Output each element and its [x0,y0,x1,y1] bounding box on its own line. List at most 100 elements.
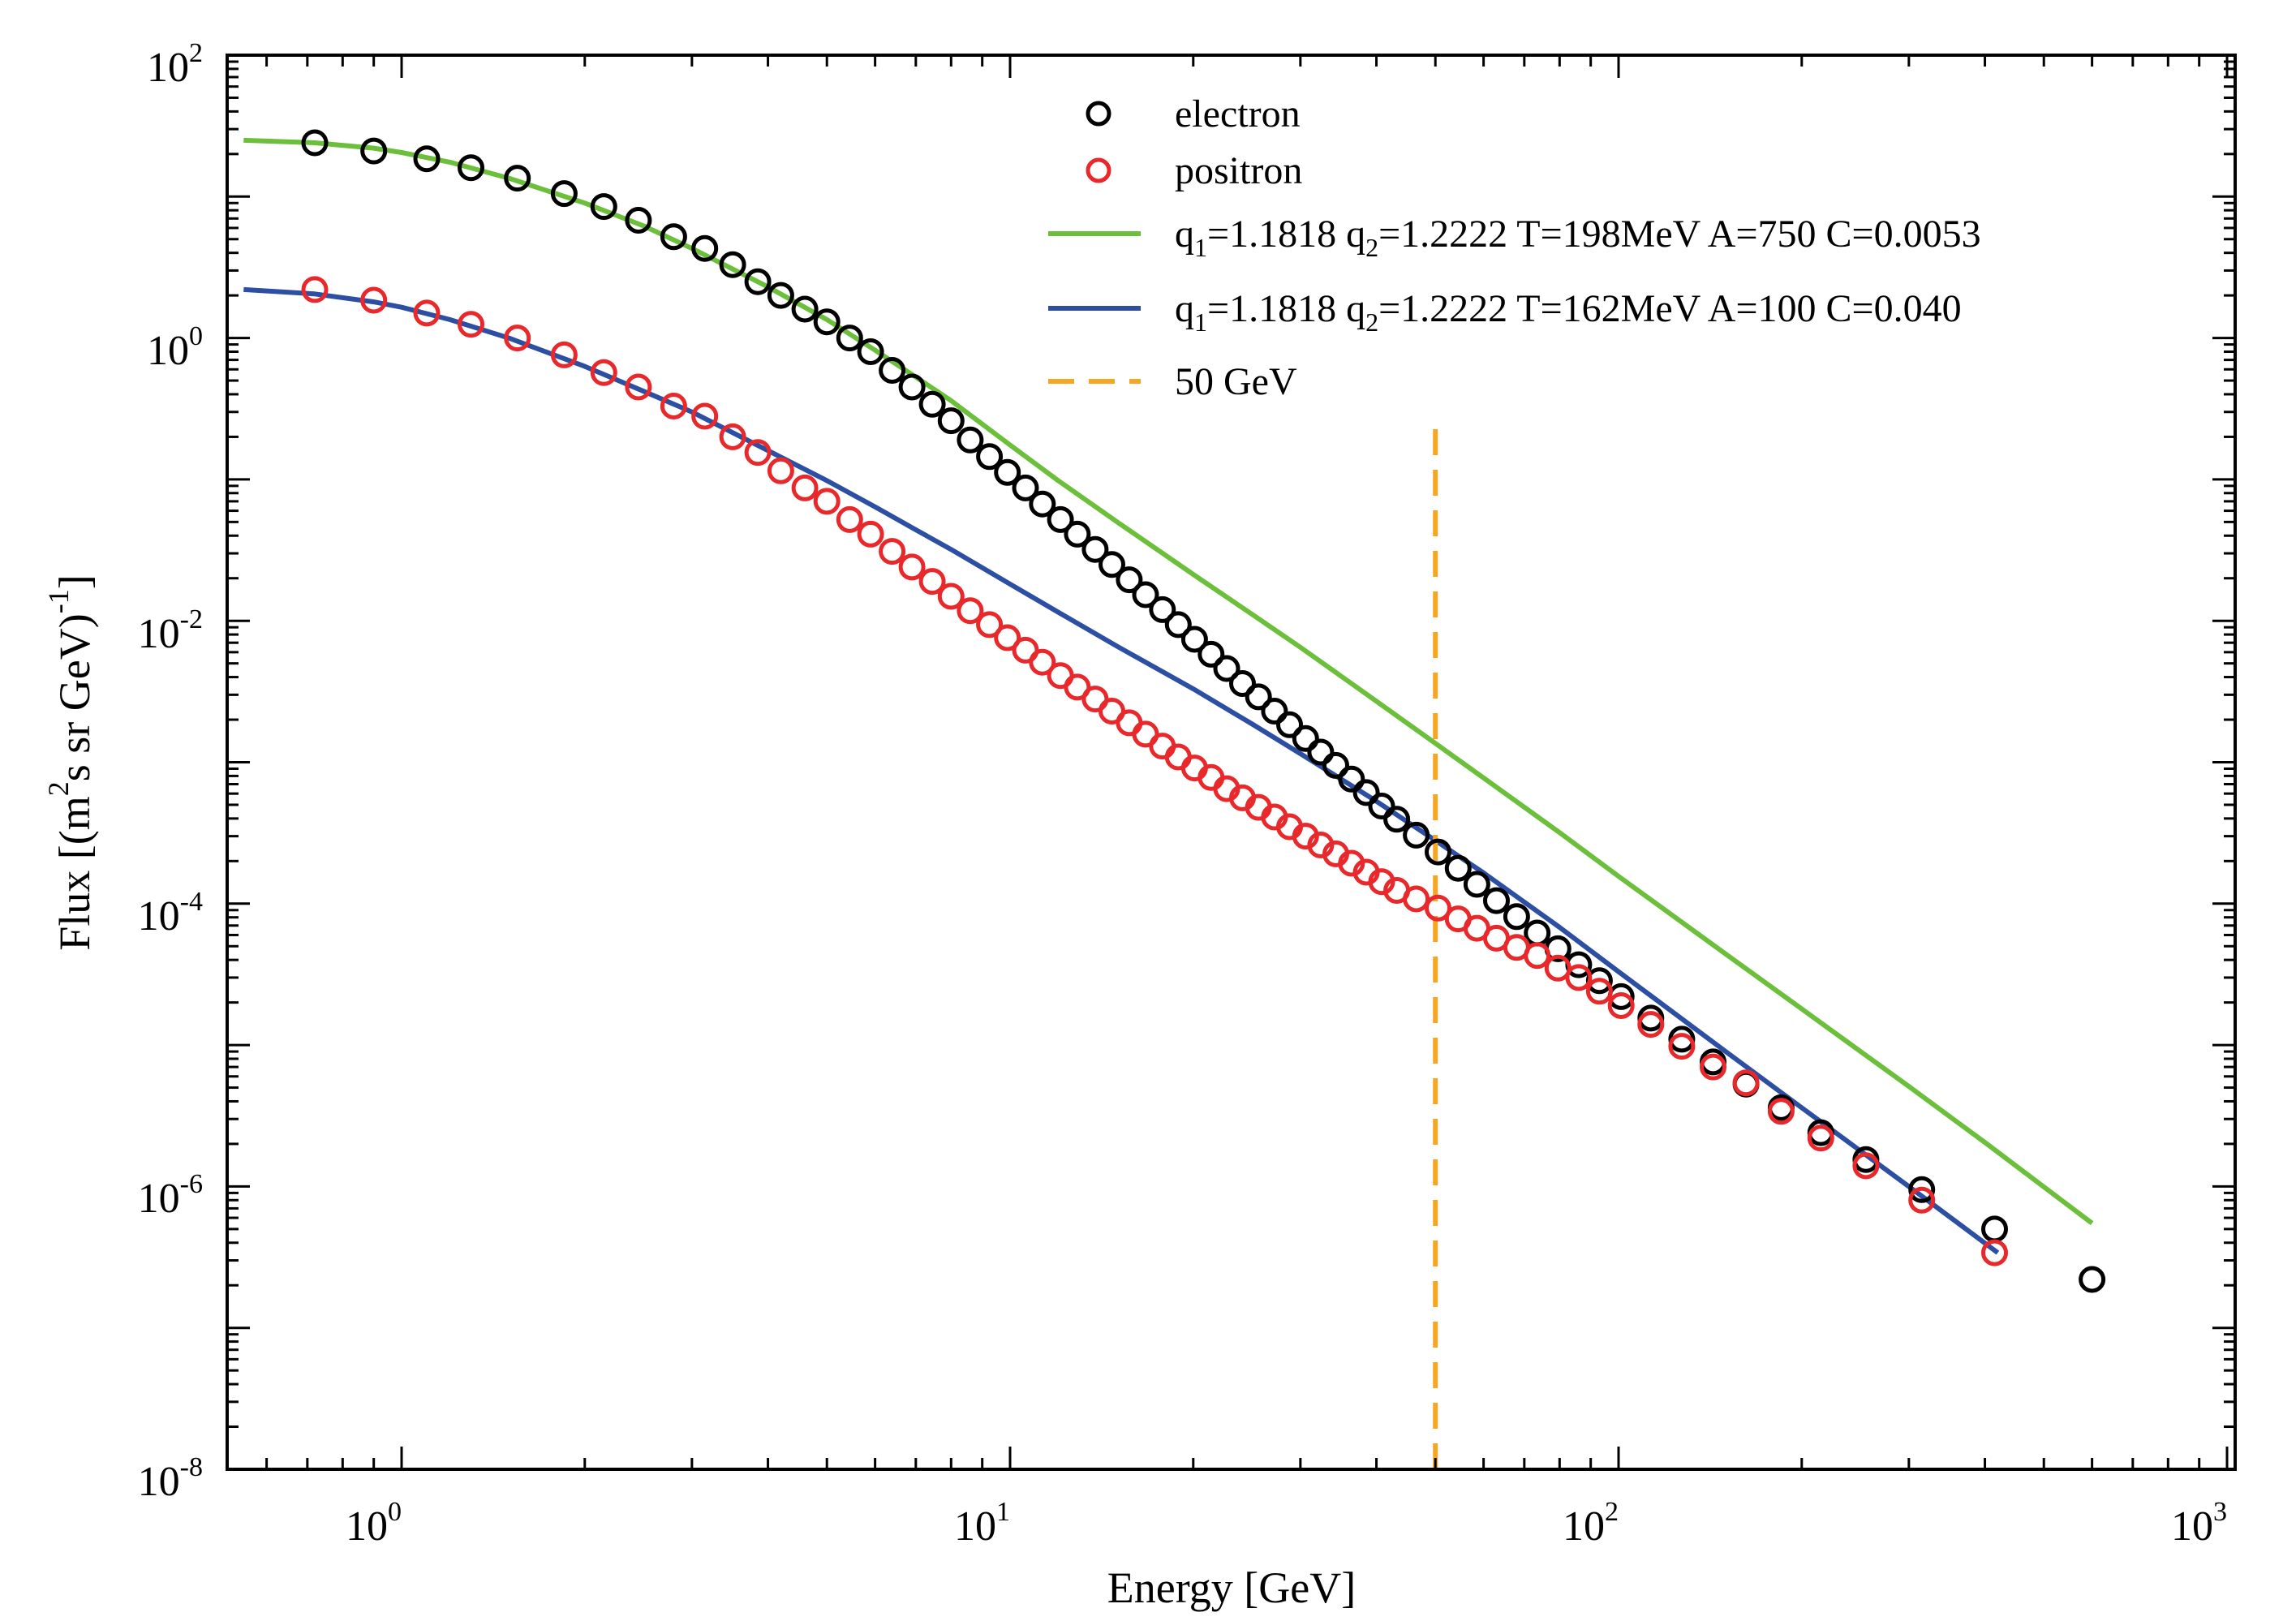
positron-point [1637,1011,1665,1038]
electron-point [1012,474,1039,501]
electron-point [1229,670,1256,697]
electron-point [1338,765,1365,793]
fit-line-2 [243,137,2094,1226]
electron-point [1403,821,1430,849]
electron-point [898,373,926,401]
x-tick-label: 101 [954,1497,1010,1550]
positron-point [898,553,926,581]
electron-point [590,193,617,221]
positron-point [994,624,1021,651]
positron-point [301,276,329,303]
positron-point [957,597,984,625]
positron-point [691,402,719,430]
positron-point [976,611,1004,639]
y-tick-label: 10-2 [138,604,203,657]
legend-label-green-fit: q1=1.1818 q2=1.2222 T=198MeV A=750 C=0.0… [1175,213,1981,262]
positron-point [1565,964,1593,991]
electron-point [1064,520,1091,548]
positron-point [1064,673,1091,701]
y-tick-labels: 102 100 10-2 10-4 10-6 10-8 [138,38,203,1505]
electron-point [1503,903,1530,931]
positron-point [1668,1033,1696,1060]
y-tick-label: 10-8 [138,1452,203,1505]
electron-point [1029,490,1056,518]
positron-point [1981,1239,2008,1266]
x-tick-label: 102 [1563,1497,1619,1550]
positron-point [744,439,772,467]
y-tick-label: 100 [147,321,203,374]
electron-point [301,129,329,157]
y-axis-title: Flux [(m2s sr GeV)-1] [42,574,99,950]
x-tick-label: 103 [2171,1497,2227,1550]
electron-point [1116,566,1143,594]
y-tick-label: 102 [147,38,203,91]
positron-point [836,505,863,533]
electron-point [625,207,652,234]
electron-point [1164,611,1192,639]
positron-point [550,341,578,368]
positron-point [1807,1124,1834,1152]
x-tick-labels: 100 101 102 103 [346,1497,2227,1550]
electron-point [1307,738,1335,766]
electron-point [857,338,884,365]
positron-point [625,373,652,401]
positron-point [767,457,794,484]
electron-point [976,443,1004,471]
electron-point [1292,725,1319,752]
electron-point [1425,838,1451,866]
positron-point [1908,1186,1936,1214]
electron-point [813,308,841,336]
positron-point [1852,1152,1880,1180]
positron-point [1425,894,1451,922]
legend: electron positron q1=1.1818 q2=1.2222 T=… [1048,92,1981,403]
electron-point [1276,711,1303,738]
positron-point [504,325,531,352]
electron-point [791,295,819,323]
positron-point [1585,978,1613,1005]
legend-label-electron: electron [1175,92,1301,135]
electron-point [836,325,863,352]
x-axis-title: Energy [GeV] [1107,1563,1356,1612]
positron-point [1732,1069,1760,1097]
electron-point [918,390,946,418]
y-tick-label: 10-4 [138,887,203,939]
fit-line-3 [243,286,2000,1255]
positron-point [1029,648,1056,676]
positron-point [879,538,906,565]
x-tick-label: 100 [346,1497,402,1550]
positron-point [791,474,819,501]
positron-point [360,286,388,314]
electron-point [767,282,794,309]
positron-point [1700,1053,1726,1081]
electron-point [1444,854,1472,882]
legend-marker-positron [1086,157,1111,183]
electron-point [550,180,578,208]
electron-point [957,426,984,454]
electron-point [660,223,687,251]
electron-point [744,268,772,295]
legend-label-blue-fit: q1=1.1818 q2=1.2222 T=162MeV A=100 C=0.0… [1175,287,1962,337]
positron-point [1767,1098,1795,1125]
positron-point [719,423,746,450]
y-tick-label: 10-6 [138,1169,203,1222]
legend-marker-electron [1086,101,1111,127]
positron-point [413,299,441,327]
electron-point [879,357,906,384]
legend-label-positron: positron [1175,149,1302,192]
electron-point [504,165,531,192]
electron-point [1463,871,1490,898]
positron-point [857,520,884,548]
positron-point [813,488,841,515]
electron-point [691,234,719,262]
electron-point [1132,581,1159,608]
legend-label-50gev: 50 GeV [1175,360,1297,403]
electron-point [1483,887,1510,914]
positron-point [1524,942,1551,970]
electron-point [1197,640,1225,668]
plot-clip-group [243,129,2106,1469]
electron-point [1383,806,1411,833]
electron-point [360,137,388,165]
electron-point [1322,751,1349,779]
positron-point [660,393,687,419]
